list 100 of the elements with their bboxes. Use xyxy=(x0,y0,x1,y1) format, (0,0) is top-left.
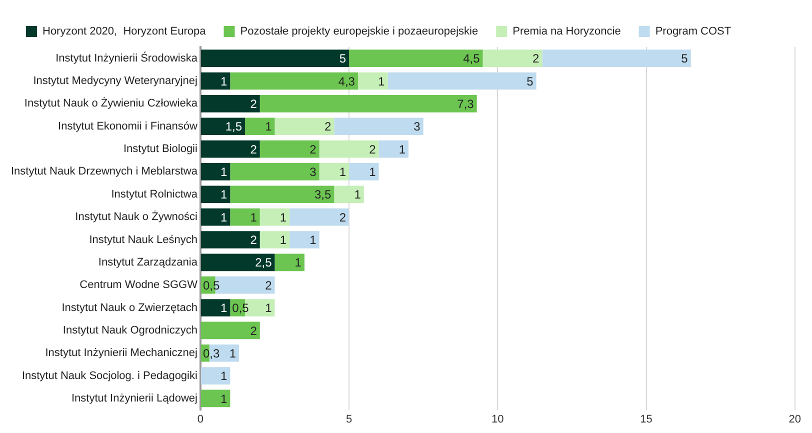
data-label: 1 xyxy=(220,369,228,384)
bar xyxy=(290,208,350,226)
data-label: 1 xyxy=(229,346,236,360)
bar xyxy=(260,140,320,158)
data-label: 2 xyxy=(369,142,376,156)
y-tick-label: Instytut Inżynierii Środowiska xyxy=(56,51,198,64)
bar xyxy=(245,118,275,136)
data-label: 5 xyxy=(526,74,534,88)
data-label: 1 xyxy=(220,74,228,88)
bar xyxy=(200,95,260,112)
bar xyxy=(260,208,290,226)
y-tick-label: Instytut Nauk Socjolog. i Pedagogiki xyxy=(22,370,198,382)
bar xyxy=(200,367,230,384)
data-label: 1 xyxy=(280,233,287,248)
data-label: 1 xyxy=(280,210,287,224)
data-label: 1 xyxy=(220,301,228,316)
bar xyxy=(200,322,260,340)
data-label: 3 xyxy=(414,120,421,134)
bar xyxy=(349,50,483,68)
data-label: 2 xyxy=(250,97,258,111)
x-tick-label: 20 xyxy=(788,413,802,426)
data-label: 1 xyxy=(220,210,228,224)
data-label: 2 xyxy=(324,120,332,134)
y-tick-label: Instytut Inżynierii Mechanicznej xyxy=(45,347,198,360)
y-tick-label: Instytut Nauk Leśnych xyxy=(89,234,198,246)
data-label: 1 xyxy=(220,188,228,202)
y-tick-label: Instytut Nauk Ogrodniczych xyxy=(62,324,198,336)
data-label: 1 xyxy=(369,165,376,180)
bar xyxy=(230,186,334,204)
bar xyxy=(290,231,320,248)
legend-label: Horyzont 2020, Horyzont Europa xyxy=(42,26,207,38)
y-tick-label: Instytut Medycyny Weterynaryjnej xyxy=(33,75,198,88)
bar xyxy=(274,118,334,136)
bar xyxy=(200,163,230,180)
bar xyxy=(482,50,542,68)
legend-label: Program COST xyxy=(655,26,732,38)
bar xyxy=(542,50,691,68)
bar xyxy=(358,72,388,90)
bar xyxy=(200,299,230,316)
y-tick-label: Instytut Rolnictwa xyxy=(111,188,198,200)
data-label: 1 xyxy=(339,165,346,180)
data-label: 1 xyxy=(354,188,362,202)
bar xyxy=(200,140,260,158)
bar xyxy=(260,231,290,248)
data-label: 1 xyxy=(250,210,258,224)
data-label: 4,5 xyxy=(463,52,480,66)
bar xyxy=(378,140,409,158)
bar xyxy=(200,72,230,90)
bar xyxy=(200,208,230,226)
data-label: 2 xyxy=(250,142,258,156)
data-label: 2 xyxy=(265,278,272,292)
legend-label: Pozostałe projekty europejskie i pozaeuropejskie xyxy=(240,26,478,38)
bar xyxy=(200,186,230,204)
bar xyxy=(319,163,350,180)
bar xyxy=(274,254,304,272)
data-label: 1 xyxy=(294,256,302,270)
x-tick-label: 0 xyxy=(197,413,204,426)
x-tick-label: 15 xyxy=(640,413,652,426)
data-label: 4,3 xyxy=(338,74,356,88)
bar xyxy=(200,231,260,248)
bar xyxy=(200,118,246,136)
data-label: 1 xyxy=(310,233,317,248)
bar xyxy=(230,163,320,180)
bar xyxy=(230,208,260,226)
bar xyxy=(260,95,477,112)
y-tick-label: Instytut Zarządzania xyxy=(98,256,198,268)
bar xyxy=(388,72,536,90)
bar xyxy=(319,140,379,158)
y-tick-label: Instytut Biologii xyxy=(123,143,198,156)
bar xyxy=(349,163,379,180)
data-label: 2 xyxy=(250,233,258,248)
x-tick-label: 10 xyxy=(492,413,504,426)
y-tick-label: Instytut Nauk o Żywności xyxy=(75,210,198,224)
bar xyxy=(334,186,364,204)
bar xyxy=(334,118,424,136)
data-label: 5 xyxy=(681,52,688,66)
data-label: 5 xyxy=(339,52,346,66)
y-tick-label: Instytut Nauk Drzewnych i Meblarstwa xyxy=(11,166,198,178)
y-tick-label: Instytut Nauk o Zwierzętach xyxy=(62,302,198,314)
y-tick-label: Instytut Inżynierii Lądowej xyxy=(72,392,198,404)
data-label: 2,5 xyxy=(255,256,272,270)
y-tick-label: Centrum Wodne SGGW xyxy=(80,279,198,292)
legend-label: Premia na Horyzoncie xyxy=(512,26,621,38)
data-label: 3 xyxy=(310,165,317,180)
data-label: 1 xyxy=(378,74,386,88)
data-label: 2 xyxy=(310,142,317,156)
data-label: 3,5 xyxy=(314,188,332,202)
data-label: 1 xyxy=(265,120,272,134)
data-label: 2 xyxy=(250,324,258,338)
y-tick-label: Instytut Ekonomii i Finansów xyxy=(58,120,198,132)
bar xyxy=(200,390,230,408)
data-label: 1 xyxy=(398,142,406,156)
bar xyxy=(230,72,358,90)
bar xyxy=(200,254,275,272)
data-label: 2 xyxy=(339,210,346,224)
data-label: 2 xyxy=(532,52,540,66)
y-tick-label: Instytut Nauk o Żywieniu Człowieka xyxy=(24,96,198,110)
data-label: 1 xyxy=(220,165,228,180)
data-label: 1 xyxy=(220,392,228,406)
data-label: 1 xyxy=(265,301,272,316)
